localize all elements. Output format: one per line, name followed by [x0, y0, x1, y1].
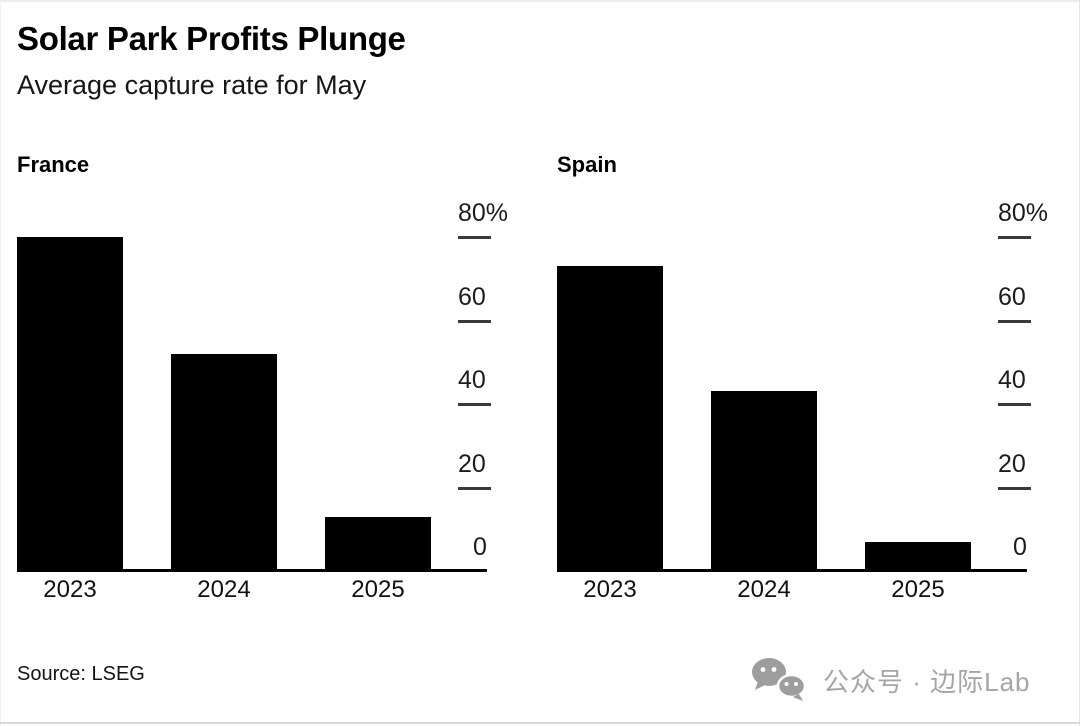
bar-spain-2023 [557, 266, 663, 571]
y-tick-mark-france-20 [458, 487, 491, 490]
y-tick-label-france-20: 20 [458, 450, 486, 478]
chart-panel-spain: Spain 2023 2024 2025 80% 60 40 20 0 [540, 140, 1080, 645]
y-tick-label-spain-80: 80% [998, 199, 1049, 227]
y-tick-mark-france-80 [458, 236, 491, 239]
panel-title-france: France [17, 152, 90, 177]
bar-spain-2025 [865, 542, 971, 571]
wechat-icon [752, 658, 807, 701]
y-tick-label-france-60: 60 [458, 283, 486, 311]
y-tick-mark-spain-40 [998, 403, 1031, 406]
watermark: 公众号 · 边际Lab [750, 651, 1031, 709]
y-tick-label-france-0: 0 [473, 533, 487, 561]
source-note: Source: LSEG [17, 663, 145, 685]
charts-row: France 2023 2024 2025 80% 60 40 20 0 Spain 2023 202… [0, 140, 1080, 645]
y-tick-label-spain-40: 40 [998, 366, 1026, 394]
y-tick-label-spain-0: 0 [1013, 533, 1027, 561]
x-tick-label-france-2023: 2023 [43, 576, 97, 603]
y-tick-label-france-80: 80% [458, 199, 509, 227]
y-tick-mark-france-60 [458, 320, 491, 323]
plot-area-spain [557, 237, 973, 571]
page-bottom-border [0, 722, 1080, 724]
chart-title: Solar Park Profits Plunge [17, 20, 406, 57]
x-tick-label-france-2024: 2024 [197, 576, 251, 603]
bar-spain-2024 [711, 391, 817, 571]
x-tick-label-france-2025: 2025 [351, 576, 405, 603]
bar-france-2024 [171, 354, 277, 571]
y-tick-mark-spain-60 [998, 320, 1031, 323]
y-tick-label-france-40: 40 [458, 366, 486, 394]
y-tick-mark-spain-80 [998, 236, 1031, 239]
panel-title-spain: Spain [557, 152, 617, 177]
y-tick-mark-spain-20 [998, 487, 1031, 490]
chart-panel-france: France 2023 2024 2025 80% 60 40 20 0 [0, 140, 540, 645]
bar-france-2025 [325, 517, 431, 571]
x-tick-label-spain-2025: 2025 [891, 576, 945, 603]
y-tick-label-spain-60: 60 [998, 283, 1026, 311]
x-axis-line-spain [557, 569, 1027, 572]
page-top-border [0, 0, 1080, 2]
bar-france-2023 [17, 237, 123, 571]
x-axis-line-france [17, 569, 487, 572]
x-tick-label-spain-2023: 2023 [583, 576, 637, 603]
y-tick-label-spain-20: 20 [998, 450, 1026, 478]
page-left-border [0, 0, 1, 726]
plot-area-france [17, 237, 433, 571]
watermark-text: 公众号 · 边际Lab [823, 666, 1031, 697]
y-tick-mark-france-40 [458, 403, 491, 406]
chart-subtitle: Average capture rate for May [17, 70, 367, 100]
x-tick-label-spain-2024: 2024 [737, 576, 791, 603]
